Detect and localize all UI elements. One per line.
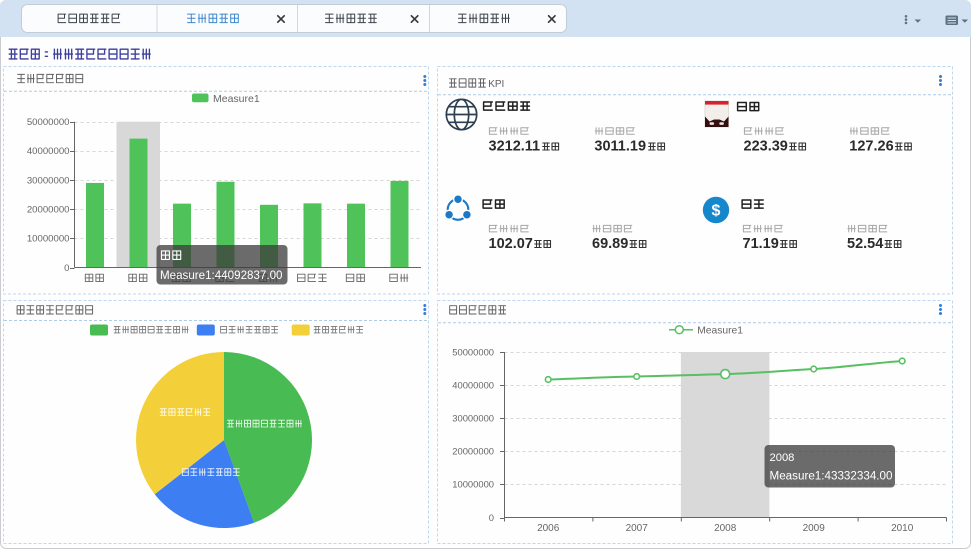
- svg-text:102.07: 102.07: [489, 236, 533, 252]
- svg-text:223.39: 223.39: [744, 139, 788, 155]
- svg-text:52.54: 52.54: [847, 236, 883, 252]
- svg-text:2008: 2008: [714, 523, 737, 534]
- svg-text:50000000: 50000000: [452, 346, 494, 357]
- svg-text:$: $: [712, 203, 721, 220]
- svg-text:2009: 2009: [803, 523, 826, 534]
- svg-text:20000000: 20000000: [452, 446, 494, 457]
- svg-text:10000000: 10000000: [27, 234, 70, 245]
- svg-text:Measure1: Measure1: [213, 93, 260, 105]
- svg-text:2008: 2008: [770, 452, 795, 464]
- svg-text:50000000: 50000000: [27, 117, 70, 128]
- svg-text:10000000: 10000000: [452, 479, 494, 490]
- svg-text:30000000: 30000000: [452, 413, 494, 424]
- svg-text:2006: 2006: [537, 523, 560, 534]
- svg-text:0: 0: [489, 512, 494, 523]
- svg-text:Measure1:44092837.00: Measure1:44092837.00: [160, 269, 282, 282]
- svg-text:KPI: KPI: [488, 79, 504, 90]
- svg-text:40000000: 40000000: [452, 379, 494, 390]
- svg-text:3212.11: 3212.11: [489, 139, 541, 155]
- svg-text:40000000: 40000000: [27, 146, 70, 157]
- svg-text:71.19: 71.19: [743, 236, 779, 252]
- svg-text:Measure1: Measure1: [697, 326, 743, 337]
- svg-text:3011.19: 3011.19: [594, 139, 646, 155]
- svg-text:127.26: 127.26: [849, 139, 893, 155]
- svg-text:2007: 2007: [626, 523, 649, 534]
- svg-text:30000000: 30000000: [27, 175, 70, 186]
- svg-text:Measure1:43332334.00: Measure1:43332334.00: [770, 470, 893, 483]
- svg-text:20000000: 20000000: [27, 204, 70, 215]
- svg-text:2010: 2010: [891, 523, 914, 534]
- svg-text:69.89: 69.89: [592, 236, 628, 252]
- svg-text:0: 0: [64, 263, 69, 274]
